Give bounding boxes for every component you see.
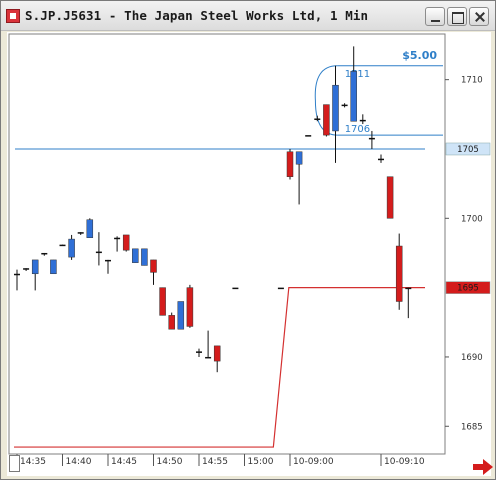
level-price-label: 1705 — [457, 145, 479, 155]
candle-body — [150, 259, 157, 273]
candle-doji — [196, 351, 202, 353]
candle-doji — [105, 259, 111, 262]
candle-doji — [314, 118, 321, 120]
minimize-button[interactable] — [425, 7, 445, 26]
candle-body — [159, 287, 166, 316]
y-tick-label: 1700 — [461, 214, 483, 224]
candle-body — [132, 248, 139, 263]
candle-body — [213, 345, 221, 362]
candle-doji — [232, 287, 239, 290]
candle-doji — [14, 273, 20, 276]
entry-label: 1706 — [345, 124, 370, 135]
close-button[interactable] — [469, 7, 489, 26]
plot-frame — [8, 33, 446, 455]
x-tick-label: 14:50 — [157, 457, 183, 467]
candle-doji — [378, 158, 384, 161]
candle-doji — [205, 356, 212, 359]
current-price-box — [445, 281, 491, 294]
maximize-button[interactable] — [447, 7, 467, 26]
candle-body — [177, 301, 185, 330]
chart-area[interactable]: 1710 1700 1690 1685 14:35 14:40 14:45 14:50 14:5… — [7, 32, 491, 476]
title-bar[interactable]: S.JP.J5631 - The Japan Steel Works Ltd, … — [1, 1, 495, 31]
candle-doji — [23, 268, 30, 270]
candle-body — [50, 259, 57, 275]
x-tick-label: 14:35 — [20, 457, 46, 467]
candle-body — [186, 287, 194, 327]
candle-doji — [77, 232, 84, 234]
candle-doji — [405, 287, 412, 290]
candle-doji — [305, 135, 312, 137]
candle-body — [31, 259, 39, 275]
x-tick-label: 14:45 — [111, 457, 137, 467]
profit-label: $5.00 — [402, 49, 437, 62]
level-price-box — [445, 142, 491, 156]
x-tick-label: 10-09:10 — [384, 457, 425, 467]
x-tick-label: 10-09:00 — [293, 457, 334, 467]
candle-body — [141, 248, 148, 266]
candle-body — [286, 151, 294, 177]
candle-doji — [368, 137, 375, 140]
candle-doji — [41, 252, 48, 255]
candle-body — [350, 71, 357, 122]
x-tick-label: 15:00 — [248, 457, 274, 467]
candle-body — [86, 219, 94, 238]
candle-body — [395, 245, 403, 302]
candle-doji — [277, 287, 284, 290]
candle-body — [323, 104, 330, 136]
candle-body — [295, 151, 303, 165]
scroll-handle[interactable] — [9, 455, 20, 472]
x-tick-label: 14:55 — [202, 457, 228, 467]
x-tick-label: 14:40 — [66, 457, 92, 467]
candle-body — [68, 238, 75, 258]
candle-body — [122, 234, 130, 251]
candle-doji — [114, 237, 121, 240]
candle-body — [386, 176, 394, 219]
window-title: S.JP.J5631 - The Japan Steel Works Ltd, … — [25, 8, 369, 23]
y-tick-label: 1685 — [461, 422, 483, 432]
target-label: 1711 — [345, 69, 370, 80]
app-icon[interactable] — [6, 9, 20, 23]
y-tick-label: 1690 — [461, 353, 483, 363]
candle-doji — [359, 119, 366, 122]
y-tick-label: 1710 — [461, 76, 483, 86]
candle-doji — [341, 104, 348, 107]
candle-body — [168, 315, 175, 330]
candle-body — [332, 84, 339, 132]
arrow-right-icon[interactable] — [473, 459, 493, 475]
current-price-label: 1695 — [457, 284, 479, 294]
equity-line — [14, 287, 425, 448]
candle-doji — [59, 244, 66, 247]
candle-doji — [95, 251, 102, 254]
price-chart[interactable]: 1710 1700 1690 1685 14:35 14:40 14:45 14:50 14:5… — [7, 32, 491, 476]
